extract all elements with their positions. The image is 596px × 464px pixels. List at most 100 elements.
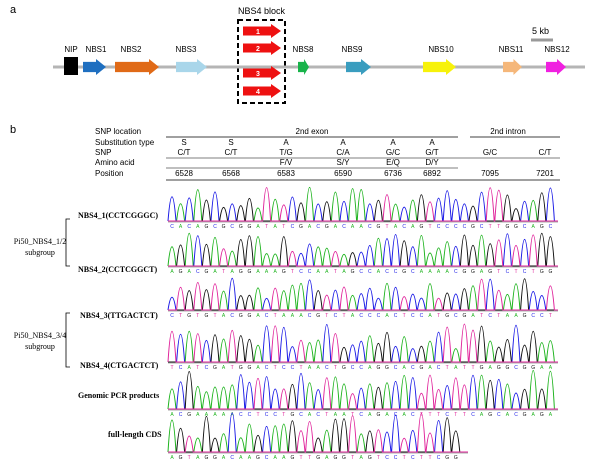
- base-call: T: [463, 365, 466, 371]
- base-call: C: [540, 313, 544, 319]
- base-call: G: [419, 224, 423, 230]
- base-call: G: [497, 365, 501, 371]
- intron-header: 2nd intron: [490, 127, 526, 136]
- chromatogram-row: NBS4_2(CCTCGGCT) A G A C G A T A G G A A A G T C C A A T A G C C…: [78, 232, 558, 275]
- base-call: C: [316, 224, 320, 230]
- block-arrow-3: [243, 66, 281, 80]
- base-call: T: [256, 412, 259, 418]
- base-call: G: [204, 455, 208, 461]
- base-call: G: [402, 269, 406, 275]
- trace-a-curve: [167, 419, 468, 453]
- base-call: G: [282, 269, 286, 275]
- base-call: G: [368, 455, 372, 461]
- table-pos-6892: 6892: [423, 169, 441, 178]
- panel-a-label: a: [10, 4, 17, 16]
- base-call: G: [514, 224, 518, 230]
- trace-c-curve: [168, 324, 558, 363]
- table-aa-6892: D/Y: [425, 158, 439, 167]
- base-call: A: [506, 412, 510, 418]
- base-call: G: [540, 269, 544, 275]
- base-call: T: [325, 412, 328, 418]
- base-call: A: [385, 313, 389, 319]
- base-call: A: [196, 412, 200, 418]
- base-call: G: [213, 455, 217, 461]
- base-call: A: [428, 269, 432, 275]
- base-call: A: [282, 313, 286, 319]
- base-call: C: [291, 365, 295, 371]
- base-call: C: [411, 313, 415, 319]
- base-call: A: [196, 224, 200, 230]
- trace-g-curve: [168, 278, 558, 311]
- base-call: T: [196, 365, 199, 371]
- base-call: A: [514, 313, 518, 319]
- base-call: T: [489, 224, 492, 230]
- base-call: T: [291, 269, 294, 275]
- block-arrow-1-label: 1: [256, 29, 260, 36]
- base-call: C: [385, 455, 389, 461]
- block-arrow-1: [243, 24, 281, 38]
- base-call: C: [411, 455, 415, 461]
- base-call: C: [359, 412, 363, 418]
- base-call: T: [446, 365, 449, 371]
- base-call: C: [385, 269, 389, 275]
- base-call: A: [360, 455, 364, 461]
- base-call: G: [239, 365, 243, 371]
- base-call: G: [505, 365, 509, 371]
- trace-t-curve: [168, 234, 558, 267]
- base-call: G: [471, 224, 475, 230]
- chromatogram-row: NBS4_3(TTGACTCT) C T G T G T A C G G A C T A A A C G T C T A C C…: [80, 277, 558, 320]
- base-call: C: [325, 365, 329, 371]
- base-call: A: [265, 269, 269, 275]
- table-pos-6583: 6583: [277, 169, 295, 178]
- base-call: G: [204, 224, 208, 230]
- base-call: T: [342, 313, 345, 319]
- base-call: T: [497, 313, 500, 319]
- base-call: T: [351, 412, 354, 418]
- base-call: A: [231, 412, 235, 418]
- chromatogram-row: NBS4_4(CTGACTCT) T C A T C G A T G G A C T C C T A A C T G C C A…: [80, 323, 558, 371]
- base-call: G: [316, 313, 320, 319]
- base-call: T: [532, 269, 535, 275]
- base-call: G: [385, 365, 389, 371]
- base-call: G: [316, 455, 320, 461]
- base-call: A: [360, 224, 364, 230]
- base-call: A: [428, 313, 432, 319]
- base-call: C: [463, 224, 467, 230]
- base-call: T: [428, 455, 431, 461]
- base-call: A: [317, 365, 321, 371]
- base-call: T: [351, 455, 354, 461]
- table-pos-6736: 6736: [384, 169, 402, 178]
- base-call: A: [368, 365, 372, 371]
- base-call: A: [308, 365, 312, 371]
- base-call: T: [454, 412, 457, 418]
- table-snp-7201: C/T: [539, 148, 552, 157]
- row-label-snp-location: SNP location: [95, 127, 141, 136]
- gene-nbs11-arrow: [503, 59, 522, 75]
- base-call: C: [334, 313, 338, 319]
- base-call: A: [411, 224, 415, 230]
- base-call: C: [359, 365, 363, 371]
- table-snp-6568: C/T: [225, 148, 238, 157]
- base-call: T: [299, 455, 302, 461]
- base-call: G: [523, 412, 527, 418]
- table-snp-6590: C/A: [336, 148, 350, 157]
- base-call: G: [531, 365, 535, 371]
- trace-g-curve: [168, 371, 558, 410]
- base-call: T: [497, 224, 500, 230]
- table-sub-6590: A: [340, 138, 346, 147]
- table-aa-6590: S/Y: [337, 158, 351, 167]
- base-call: T: [231, 365, 234, 371]
- table-pos-6590: 6590: [334, 169, 352, 178]
- base-call: G: [325, 224, 329, 230]
- base-call: T: [428, 412, 431, 418]
- base-call: G: [445, 455, 449, 461]
- table-sub-6736: A: [390, 138, 396, 147]
- base-call: C: [454, 224, 458, 230]
- group-label-1-2-line2: subgroup: [25, 248, 55, 257]
- base-call: C: [471, 412, 475, 418]
- base-call: C: [514, 365, 518, 371]
- gene-nbs10-label: NBS10: [428, 45, 454, 54]
- base-call: A: [196, 455, 200, 461]
- base-call: A: [454, 365, 458, 371]
- base-call: C: [196, 269, 200, 275]
